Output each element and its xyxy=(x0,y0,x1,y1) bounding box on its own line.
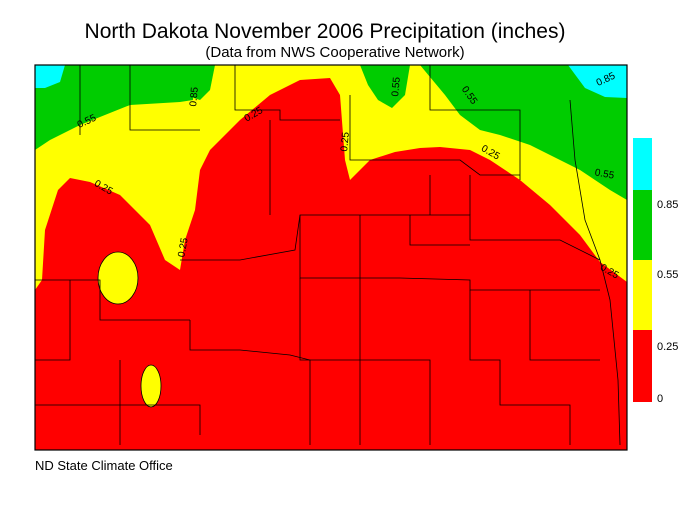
map-green xyxy=(420,65,627,200)
legend-swatch xyxy=(633,260,652,330)
legend-label: 0 xyxy=(657,393,663,405)
legend-label: 0.85 xyxy=(657,199,678,211)
map: 0.55 0.85 0.25 0.55 0.55 0.85 0.25 0.25 … xyxy=(34,64,628,451)
legend-swatch xyxy=(633,190,652,260)
title: North Dakota November 2006 Precipitation… xyxy=(85,20,566,43)
legend: 0.85 0.55 0.25 0 xyxy=(633,138,678,405)
subtitle: (Data from NWS Cooperative Network) xyxy=(205,44,464,61)
map-green xyxy=(35,65,195,150)
footer: ND State Climate Office xyxy=(35,458,173,473)
contour-label: 0.25 xyxy=(176,237,190,259)
legend-swatch xyxy=(633,330,652,402)
contour-label: 0.55 xyxy=(594,167,616,181)
map-green xyxy=(360,65,410,108)
contour-label: 0.85 xyxy=(188,86,201,107)
map-green xyxy=(180,65,215,100)
map-border xyxy=(34,64,628,451)
county-lines xyxy=(35,65,621,446)
map-yellow xyxy=(97,251,139,305)
map-cyan xyxy=(35,65,65,88)
legend-label: 0.25 xyxy=(657,341,678,353)
legend-swatch xyxy=(633,138,652,190)
map-yellow xyxy=(140,364,162,408)
legend-label: 0.55 xyxy=(657,269,678,281)
contour-label: 0.25 xyxy=(339,131,352,152)
contour-label: 0.55 xyxy=(390,76,403,97)
map-cyan xyxy=(568,65,627,98)
